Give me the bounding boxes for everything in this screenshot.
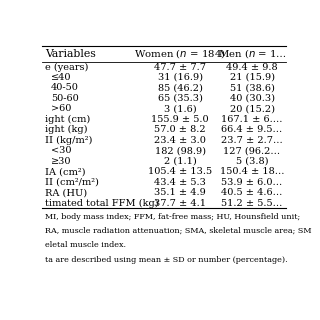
Text: 31 (16.9): 31 (16.9) — [158, 73, 203, 82]
Text: 85 (46.2): 85 (46.2) — [158, 84, 203, 92]
Text: 43.4 ± 5.3: 43.4 ± 5.3 — [154, 178, 206, 187]
Text: 182 (98.9): 182 (98.9) — [155, 146, 206, 155]
Text: 66.4 ± 9.5…: 66.4 ± 9.5… — [221, 125, 283, 134]
Text: 53.9 ± 6.0…: 53.9 ± 6.0… — [221, 178, 283, 187]
Text: 40-50: 40-50 — [51, 84, 79, 92]
Text: ≤40: ≤40 — [51, 73, 72, 82]
Text: 2 (1.1): 2 (1.1) — [164, 157, 196, 166]
Text: 155.9 ± 5.0: 155.9 ± 5.0 — [151, 115, 209, 124]
Text: ta are described using mean ± SD or number (percentage).: ta are described using mean ± SD or numb… — [45, 256, 288, 264]
Text: 105.4 ± 13.5: 105.4 ± 13.5 — [148, 167, 212, 176]
Text: 127 (96.2…: 127 (96.2… — [223, 146, 281, 155]
Text: <30: <30 — [51, 146, 72, 155]
Text: 50-60: 50-60 — [51, 94, 79, 103]
Text: Variables: Variables — [45, 49, 96, 59]
Text: RA, muscle radiation attenuation; SMA, skeletal muscle area; SM: RA, muscle radiation attenuation; SMA, s… — [45, 227, 311, 235]
Text: 37.7 ± 4.1: 37.7 ± 4.1 — [154, 199, 206, 208]
Text: RA (HU): RA (HU) — [45, 188, 87, 197]
Text: Women ($n$ = 184): Women ($n$ = 184) — [134, 47, 226, 60]
Text: 167.1 ± 6.…: 167.1 ± 6.… — [221, 115, 283, 124]
Text: 65 (35.3): 65 (35.3) — [158, 94, 203, 103]
Text: II (kg/m²): II (kg/m²) — [45, 136, 92, 145]
Text: 21 (15.9): 21 (15.9) — [229, 73, 275, 82]
Text: Men ($n$ = 1…: Men ($n$ = 1… — [218, 47, 286, 60]
Text: MI, body mass index; FFM, fat-free mass; HU, Hounsfield unit;: MI, body mass index; FFM, fat-free mass;… — [45, 213, 300, 221]
Text: ight (kg): ight (kg) — [45, 125, 87, 134]
Text: 51.2 ± 5.5…: 51.2 ± 5.5… — [221, 199, 283, 208]
Text: II (cm²/m²): II (cm²/m²) — [45, 178, 99, 187]
Text: >60: >60 — [51, 104, 72, 113]
Text: 35.1 ± 4.9: 35.1 ± 4.9 — [154, 188, 206, 197]
Text: 40.5 ± 4.6…: 40.5 ± 4.6… — [221, 188, 283, 197]
Text: 49.4 ± 9.8: 49.4 ± 9.8 — [226, 62, 278, 72]
Text: 57.0 ± 8.2: 57.0 ± 8.2 — [154, 125, 206, 134]
Text: 51 (38.6): 51 (38.6) — [230, 84, 275, 92]
Text: 23.7 ± 2.7…: 23.7 ± 2.7… — [221, 136, 283, 145]
Text: 40 (30.3): 40 (30.3) — [229, 94, 275, 103]
Text: eletal muscle index.: eletal muscle index. — [45, 241, 126, 249]
Text: timated total FFM (kg): timated total FFM (kg) — [45, 199, 159, 208]
Text: 3 (1.6): 3 (1.6) — [164, 104, 196, 113]
Text: ight (cm): ight (cm) — [45, 115, 90, 124]
Text: 150.4 ± 18…: 150.4 ± 18… — [220, 167, 284, 176]
Text: e (years): e (years) — [45, 62, 88, 72]
Text: 23.4 ± 3.0: 23.4 ± 3.0 — [154, 136, 206, 145]
Text: 47.7 ± 7.7: 47.7 ± 7.7 — [154, 62, 206, 72]
Text: IA (cm²): IA (cm²) — [45, 167, 85, 176]
Text: 20 (15.2): 20 (15.2) — [229, 104, 275, 113]
Text: ≥30: ≥30 — [51, 157, 72, 166]
Text: 5 (3.8): 5 (3.8) — [236, 157, 268, 166]
